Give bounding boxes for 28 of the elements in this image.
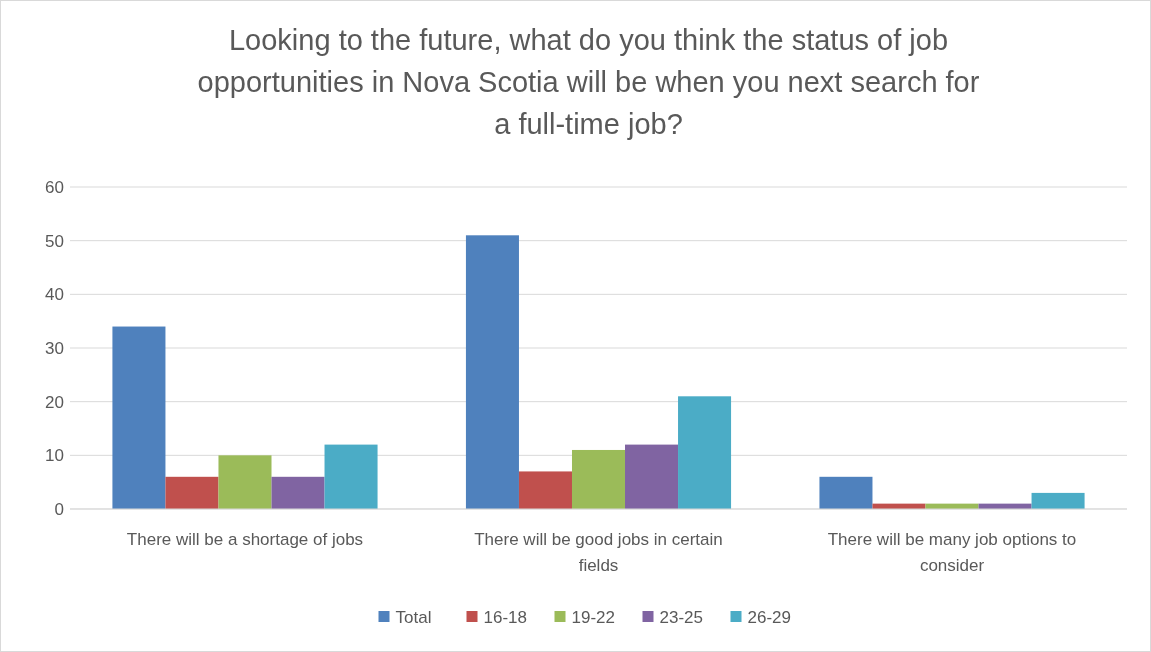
x-tick-label: There will be many job options to consider	[827, 530, 1077, 575]
y-tick-label: 40	[45, 285, 64, 305]
bar	[625, 444, 679, 509]
bar	[465, 235, 519, 509]
x-tick-label: There will be good jobs in certain fields	[474, 530, 723, 575]
bar	[112, 326, 166, 509]
y-tick-label: 10	[45, 446, 64, 466]
legend-label: 23-25	[659, 607, 703, 627]
bar	[571, 449, 626, 509]
chart-title: Looking to the future, what do you think the status of job opportunities in Nova Scotia will be when you next search for a full-time job?	[197, 24, 980, 140]
legend-label: 26-29	[747, 607, 791, 627]
bar	[271, 476, 325, 509]
legend-label: 19-22	[571, 607, 615, 627]
y-tick-label: 20	[45, 392, 64, 412]
bar	[678, 396, 732, 509]
legend-label: Total	[395, 607, 432, 627]
y-tick-label: 60	[45, 177, 64, 197]
y-tick-label: 0	[54, 499, 64, 519]
bar	[518, 471, 572, 509]
bar	[165, 476, 219, 509]
bar	[819, 476, 873, 509]
bar	[218, 455, 272, 509]
y-tick-label: 30	[45, 338, 64, 358]
legend-label: 16-18	[483, 607, 527, 627]
bar	[324, 444, 378, 509]
x-tick-label: There will be a shortage of jobs	[126, 530, 364, 549]
bar	[1031, 492, 1085, 509]
y-tick-label: 50	[45, 231, 64, 251]
